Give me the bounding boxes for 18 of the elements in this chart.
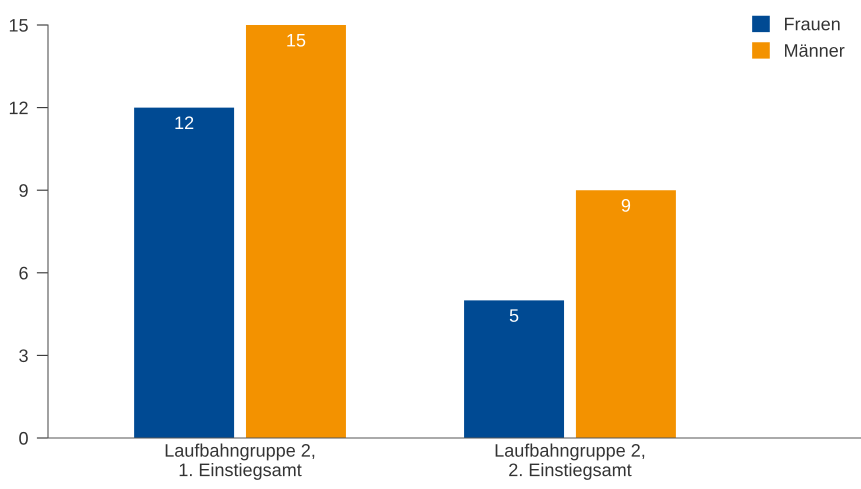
x-tick-label: Laufbahngruppe 2, 1. Einstiegsamt [166,444,314,480]
data-label: 5 [510,309,518,322]
data-label: 12 [175,116,194,130]
y-tick-label: 12 [10,102,28,114]
bar [246,25,346,438]
y-tick-label: 9 [19,184,28,197]
y-tick-label: 3 [19,349,28,362]
bar [464,300,564,438]
legend-label: Männer [785,44,844,57]
data-label: 15 [287,34,306,47]
y-tick-label: 15 [10,19,28,32]
legend-label: Frauen [785,18,840,30]
y-tick-label: 6 [19,266,28,280]
y-tick-label: 0 [19,432,28,445]
bar [576,190,676,438]
bar [134,108,234,438]
x-tick-label: Laufbahngruppe 2, 2. Einstiegsamt [496,444,644,480]
data-label: 9 [622,199,630,212]
